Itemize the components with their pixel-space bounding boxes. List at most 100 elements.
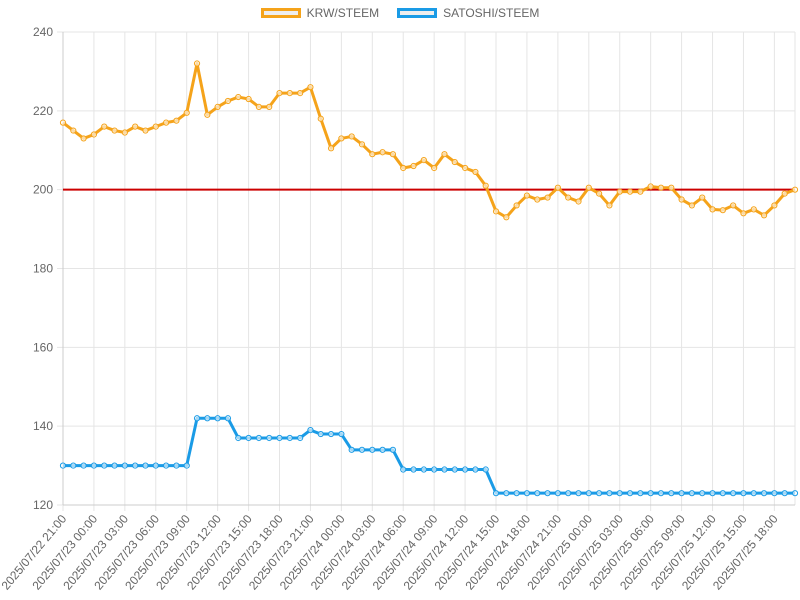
data-point-krw-steem <box>657 184 665 191</box>
data-point-satoshi-steem <box>235 434 242 442</box>
data-point-satoshi-steem <box>699 490 706 497</box>
data-point-krw-steem <box>317 115 324 122</box>
data-point-krw-steem <box>59 119 67 126</box>
data-point-satoshi-steem <box>101 462 108 469</box>
data-point-satoshi-steem <box>224 415 232 422</box>
data-point-satoshi-steem <box>297 434 304 442</box>
data-point-satoshi-steem <box>245 434 252 442</box>
data-point-krw-steem <box>152 123 159 130</box>
data-point-krw-steem <box>224 97 232 105</box>
legend-label-krw-steem: KRW/STEEM <box>306 6 380 20</box>
data-point-satoshi-steem <box>472 466 479 473</box>
data-point-satoshi-steem <box>121 462 128 469</box>
data-point-krw-steem <box>307 84 314 91</box>
data-point-krw-steem <box>565 194 572 201</box>
data-point-krw-steem <box>90 131 98 138</box>
legend-item-krw-steem[interactable]: KRW/STEEM <box>260 6 380 20</box>
data-point-satoshi-steem <box>193 415 201 422</box>
data-point-krw-steem <box>637 188 644 195</box>
data-point-krw-steem <box>431 164 438 172</box>
series-line-krw-steem <box>62 62 796 219</box>
data-point-satoshi-steem <box>637 490 644 497</box>
data-point-krw-steem <box>142 127 149 134</box>
data-point-satoshi-steem <box>709 490 716 497</box>
data-point-krw-steem <box>771 202 778 209</box>
data-point-satoshi-steem <box>575 490 582 497</box>
data-point-krw-steem <box>482 182 489 189</box>
data-point-satoshi-steem <box>276 434 283 442</box>
data-point-satoshi-steem <box>348 446 355 453</box>
data-point-krw-steem <box>596 190 603 197</box>
data-point-krw-steem <box>286 89 293 97</box>
data-point-satoshi-steem <box>606 490 613 497</box>
data-point-krw-steem <box>730 202 737 209</box>
legend-item-satoshi-steem[interactable]: SATOSHI/STEEM <box>397 6 539 20</box>
data-point-krw-steem <box>255 103 262 110</box>
legend-swatch-krw-steem <box>260 8 301 18</box>
data-point-krw-steem <box>750 206 757 213</box>
data-point-krw-steem <box>193 60 201 67</box>
data-point-krw-steem <box>791 186 799 193</box>
data-point-satoshi-steem <box>523 490 531 497</box>
data-point-satoshi-steem <box>173 462 180 469</box>
data-point-satoshi-steem <box>162 462 170 469</box>
data-point-krw-steem <box>348 133 355 140</box>
data-point-satoshi-steem <box>596 490 603 497</box>
legend-label-satoshi-steem: SATOSHI/STEEM <box>443 6 540 20</box>
data-point-krw-steem <box>400 164 407 172</box>
data-point-satoshi-steem <box>791 490 799 497</box>
data-point-satoshi-steem <box>410 466 417 473</box>
data-point-krw-steem <box>297 89 304 97</box>
data-point-satoshi-steem <box>90 462 98 469</box>
data-point-krw-steem <box>678 196 685 203</box>
data-point-krw-steem <box>183 109 190 116</box>
data-point-satoshi-steem <box>647 490 654 497</box>
data-point-krw-steem <box>389 151 397 158</box>
data-point-krw-steem <box>740 210 747 217</box>
data-point-satoshi-steem <box>358 446 366 453</box>
data-point-satoshi-steem <box>204 415 211 422</box>
series-line-satoshi-steem <box>63 416 795 495</box>
data-point-krw-steem <box>420 157 427 164</box>
data-point-krw-steem <box>616 188 623 195</box>
data-point-satoshi-steem <box>482 466 489 473</box>
data-point-krw-steem <box>461 164 469 172</box>
data-point-satoshi-steem <box>59 462 67 469</box>
data-point-krw-steem <box>688 202 696 209</box>
data-point-satoshi-steem <box>338 430 345 438</box>
data-point-krw-steem <box>173 117 180 124</box>
data-point-krw-steem <box>80 135 87 142</box>
data-point-krw-steem <box>626 188 634 195</box>
data-point-satoshi-steem <box>616 490 623 497</box>
data-point-satoshi-steem <box>132 462 139 469</box>
data-point-krw-steem <box>379 149 386 156</box>
data-point-satoshi-steem <box>142 462 149 469</box>
y-tick-label: 140 <box>33 419 53 433</box>
data-point-satoshi-steem <box>214 415 221 422</box>
data-point-krw-steem <box>534 196 541 203</box>
data-point-krw-steem <box>101 123 108 130</box>
data-point-satoshi-steem <box>70 462 77 469</box>
data-point-satoshi-steem <box>400 466 407 473</box>
data-point-satoshi-steem <box>534 490 541 497</box>
data-point-satoshi-steem <box>441 466 448 473</box>
y-tick-label: 160 <box>33 340 53 354</box>
data-point-krw-steem <box>276 89 283 97</box>
data-point-satoshi-steem <box>317 430 324 438</box>
y-tick-label: 120 <box>33 498 53 512</box>
data-point-satoshi-steem <box>781 490 788 497</box>
data-point-krw-steem <box>472 168 479 176</box>
data-point-krw-steem <box>338 135 345 142</box>
data-point-satoshi-steem <box>678 490 685 497</box>
data-point-satoshi-steem <box>266 434 273 442</box>
data-point-krw-steem <box>358 141 366 148</box>
data-point-krw-steem <box>668 184 675 191</box>
data-point-satoshi-steem <box>286 434 293 442</box>
data-point-satoshi-steem <box>255 434 262 442</box>
data-point-satoshi-steem <box>461 466 469 473</box>
data-point-satoshi-steem <box>513 490 520 497</box>
data-point-satoshi-steem <box>626 490 634 497</box>
chart-legend: KRW/STEEM SATOSHI/STEEM <box>0 6 800 20</box>
data-point-satoshi-steem <box>369 446 376 453</box>
data-point-satoshi-steem <box>492 490 500 497</box>
